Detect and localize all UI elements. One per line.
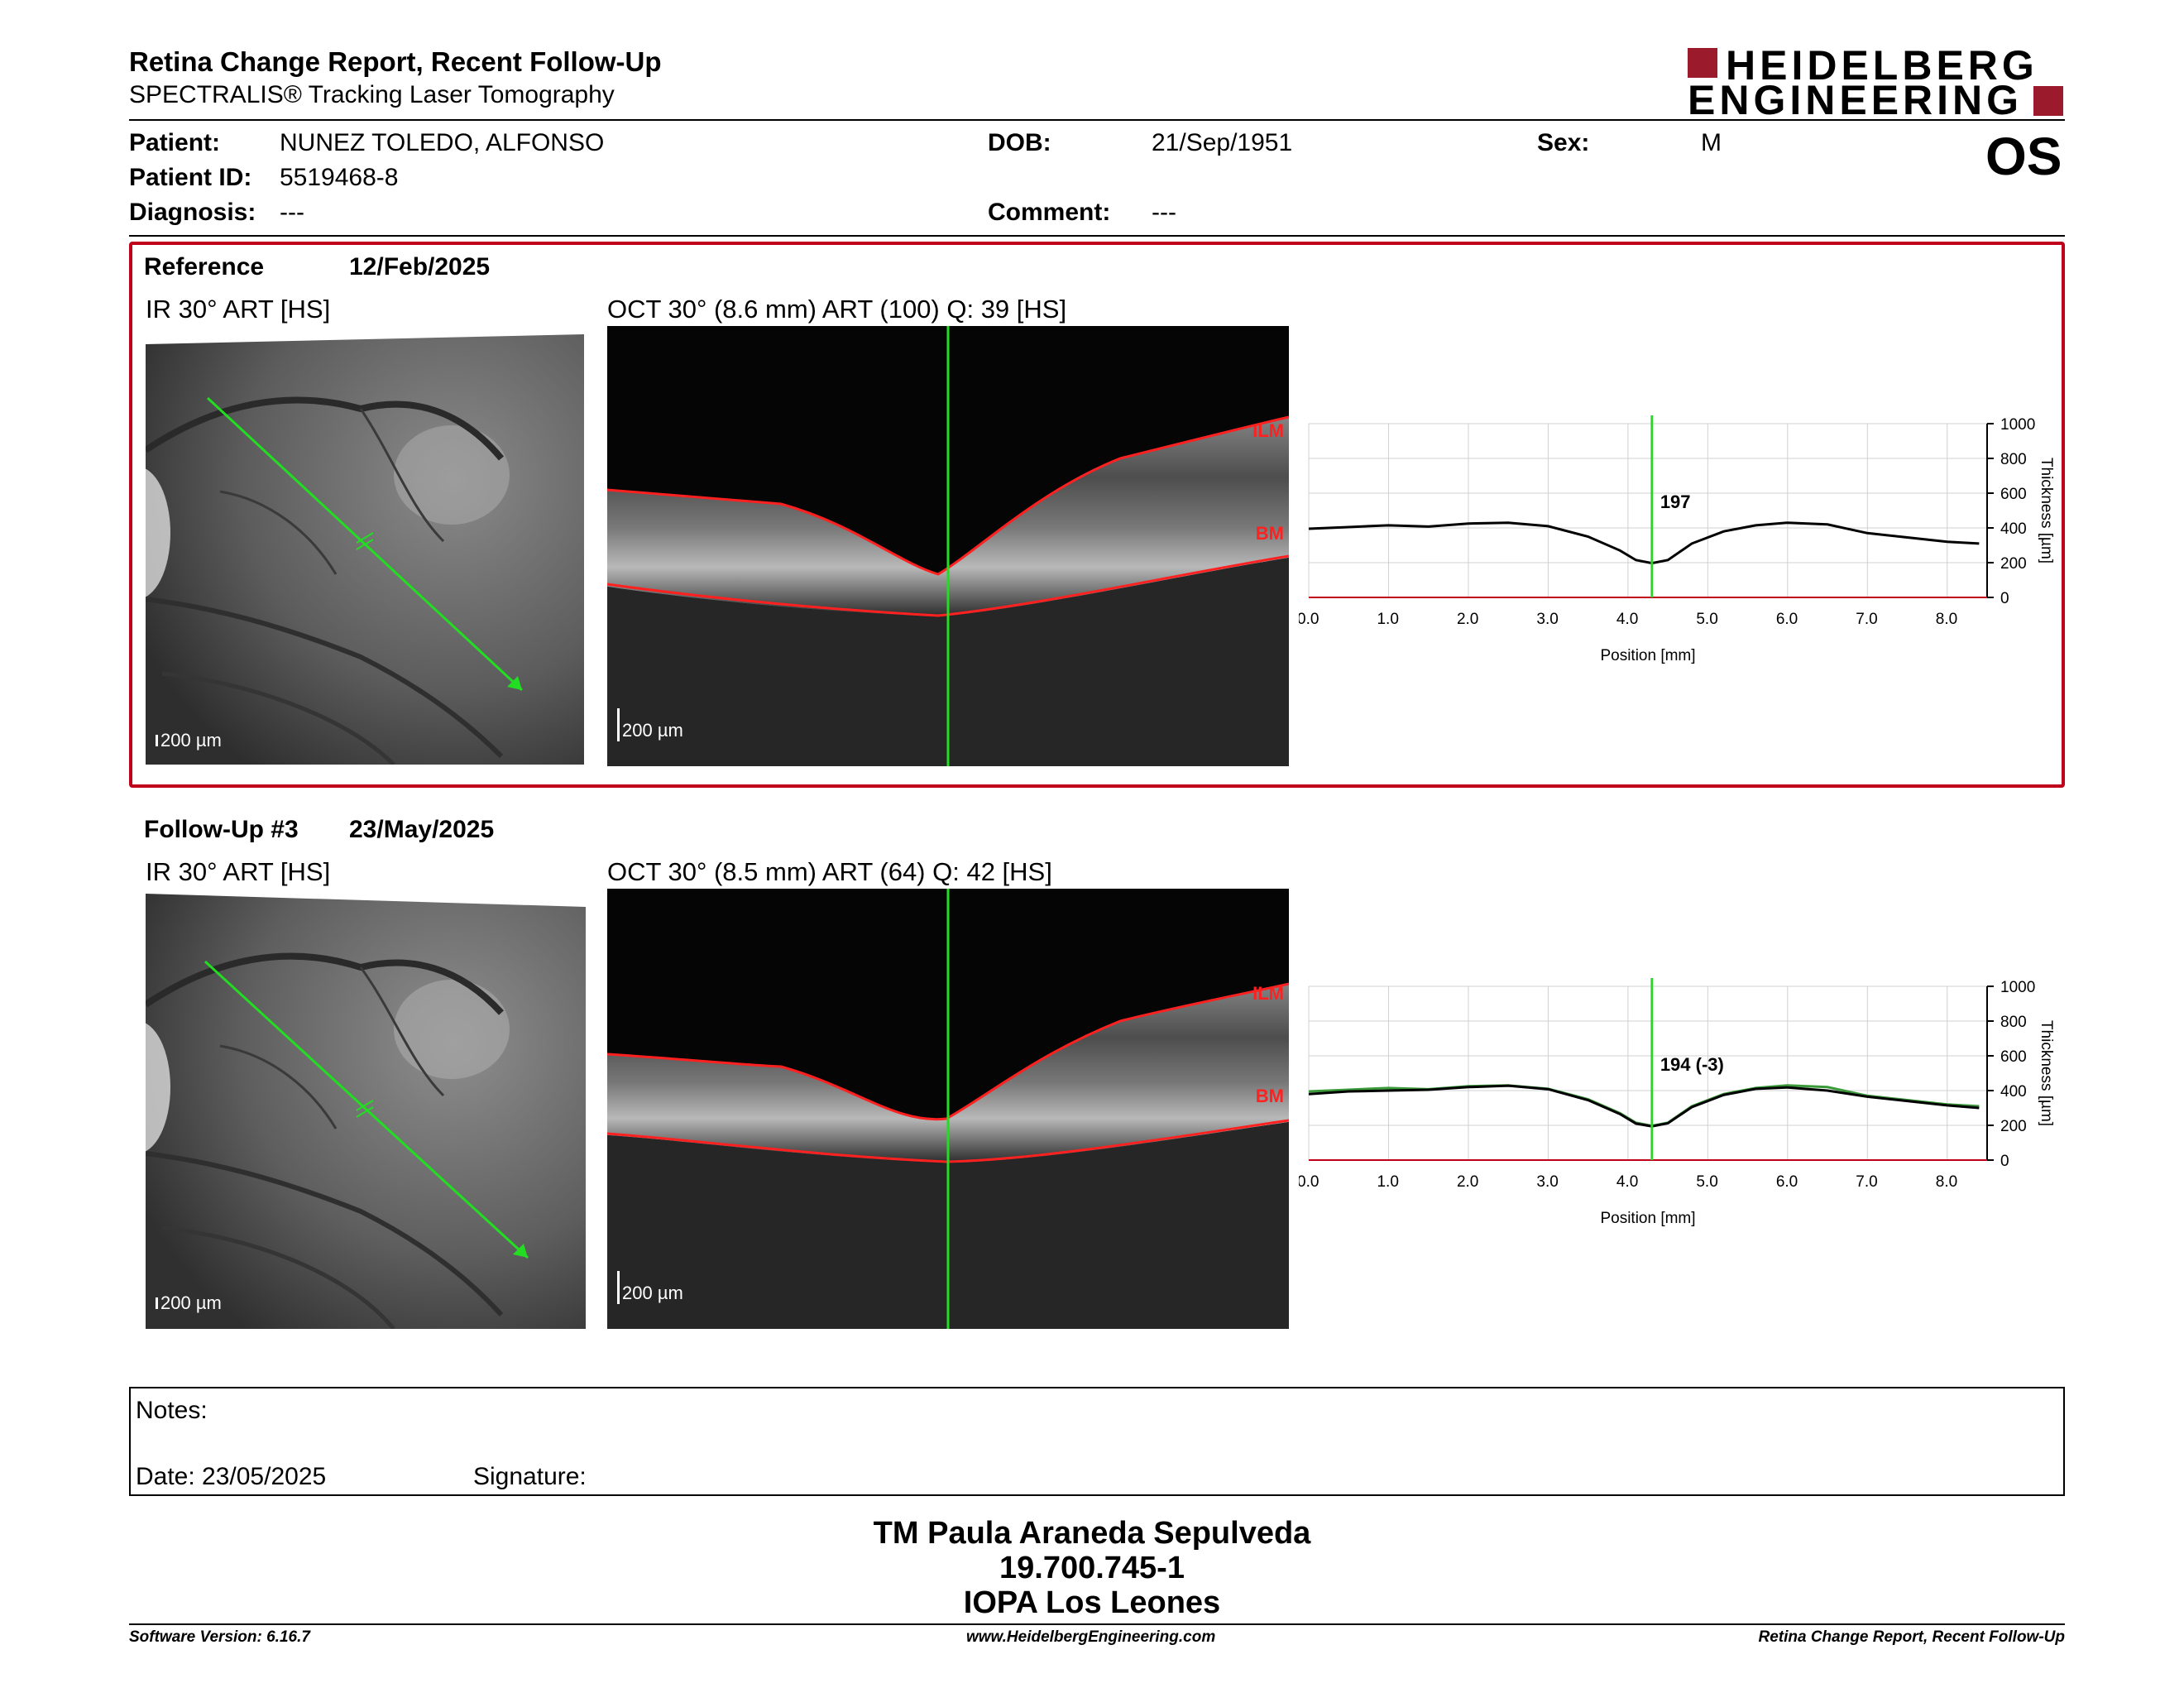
software-version: Software Version: 6.16.7 (129, 1628, 310, 1646)
reference-ir-title: IR 30° ART [HS] (146, 295, 331, 324)
followup-ir-image[interactable]: 200 µm (146, 889, 586, 1329)
y-tick-label: 1000 (2000, 979, 2035, 996)
followup-label: Follow-Up #3 (144, 816, 299, 843)
footer-report-name: Retina Change Report, Recent Follow-Up (1758, 1628, 2065, 1646)
y-tick-label: 800 (2000, 1014, 2027, 1031)
notes-box[interactable]: Notes: Date: 23/05/2025 Signature: (129, 1387, 2065, 1496)
x-tick-label: 6.0 (1776, 1173, 1798, 1191)
reference-ir-fundus (146, 326, 584, 765)
report-title: Retina Change Report, Recent Follow-Up (129, 46, 662, 77)
y-tick-label: 600 (2000, 1048, 2027, 1066)
signer-name: TM Paula Araneda Sepulveda (873, 1516, 1311, 1551)
report-subtitle: SPECTRALIS® Tracking Laser Tomography (129, 81, 615, 108)
x-tick-label: 0.0 (1299, 1173, 1319, 1191)
signer-id: 19.700.745-1 (999, 1551, 1185, 1585)
diagnosis-value: --- (280, 199, 304, 226)
x-tick-label: 6.0 (1776, 611, 1798, 628)
comment-label: Comment: (988, 199, 1111, 226)
reference-oct-title: OCT 30° (8.6 mm) ART (100) Q: 39 [HS] (607, 295, 1067, 324)
thickness-value-label: 194 (-3) (1660, 1054, 1724, 1075)
followup-ir-title: IR 30° ART [HS] (146, 857, 331, 886)
x-tick-label: 8.0 (1936, 1173, 1957, 1191)
followup-ilm-label: ILM (1252, 983, 1284, 1004)
x-tick-label: 5.0 (1696, 1173, 1717, 1191)
x-tick-label: 4.0 (1616, 611, 1638, 628)
x-tick-label: 2.0 (1457, 1173, 1478, 1191)
x-tick-label: 1.0 (1377, 611, 1398, 628)
y-tick-label: 0 (2000, 590, 2009, 607)
reference-ir-image[interactable]: 200 µm (146, 326, 584, 765)
logo-square-left (1688, 48, 1717, 78)
x-tick-label: 4.0 (1616, 1173, 1638, 1191)
x-tick-label: 3.0 (1536, 611, 1558, 628)
reference-bm-label: BM (1256, 523, 1284, 544)
reference-date: 12/Feb/2025 (349, 253, 491, 281)
reference-oct-bscan: ILM BM (607, 326, 1289, 766)
thickness-value-label: 197 (1660, 492, 1691, 512)
website-link[interactable]: www.HeidelbergEngineering.com (966, 1628, 1216, 1646)
sex-label: Sex: (1537, 129, 1590, 156)
followup-scan-line (204, 960, 529, 1259)
patient-label: Patient: (129, 129, 221, 156)
reference-highlight-box (129, 242, 2065, 788)
x-tick-label: 8.0 (1936, 611, 1957, 628)
followup-ir-fundus (146, 889, 586, 1329)
followup-oct-bscan: ILM BM (607, 889, 1289, 1329)
y-axis-label: Thickness [µm] (2038, 458, 2055, 563)
x-tick-label: 2.0 (1457, 611, 1478, 628)
x-tick-label: 7.0 (1856, 611, 1877, 628)
y-tick-label: 200 (2000, 1118, 2027, 1135)
thickness-series-0 (1308, 1084, 1980, 1128)
y-tick-label: 400 (2000, 1083, 2027, 1101)
footer-divider (129, 1623, 2065, 1625)
dob-label: DOB: (988, 129, 1051, 156)
y-tick-label: 400 (2000, 520, 2027, 538)
eye-indicator: OS (1985, 127, 2062, 186)
reference-ilm-label: ILM (1252, 420, 1284, 441)
reference-label: Reference (144, 253, 265, 281)
logo-square-right (2033, 86, 2063, 116)
dob-value: 21/Sep/1951 (1152, 129, 1293, 156)
x-axis-label: Position [mm] (1600, 647, 1695, 664)
reference-thickness-chart: 0 200 400 600 800 1000 0.0 1.0 2.0 3.0 4.0 5.0 6.0 7.… (1299, 415, 2055, 664)
followup-date: 23/May/2025 (349, 816, 495, 843)
x-axis-label: Position [mm] (1600, 1210, 1695, 1227)
x-tick-label: 1.0 (1377, 1173, 1398, 1191)
x-tick-label: 0.0 (1299, 611, 1319, 628)
y-tick-label: 600 (2000, 486, 2027, 503)
signature-label: Signature: (473, 1463, 587, 1490)
patient-id-label: Patient ID: (129, 164, 252, 191)
logo-line-2: ENGINEERING (1688, 77, 2024, 123)
y-tick-label: 0 (2000, 1153, 2009, 1170)
reference-ir-scale: 200 µm (156, 730, 222, 751)
sex-value: M (1701, 129, 1722, 156)
followup-oct-title: OCT 30° (8.5 mm) ART (64) Q: 42 [HS] (607, 857, 1052, 886)
x-tick-label: 5.0 (1696, 611, 1717, 628)
followup-bm-label: BM (1256, 1086, 1284, 1106)
followup-thickness-chart: 0 200 400 600 800 1000 0.0 1.0 2.0 3.0 4.0 5.0 6.0 7.… (1299, 978, 2055, 1227)
y-tick-label: 200 (2000, 555, 2027, 573)
header-divider (129, 119, 2065, 121)
thickness-series-0 (1308, 521, 1980, 565)
reference-oct-image[interactable]: ILM BM 200 µm (607, 326, 1289, 766)
x-tick-label: 7.0 (1856, 1173, 1877, 1191)
x-tick-label: 3.0 (1536, 1173, 1558, 1191)
y-axis-label: Thickness [µm] (2038, 1020, 2055, 1126)
y-tick-label: 1000 (2000, 416, 2035, 434)
signer-institution: IOPA Los Leones (963, 1585, 1221, 1620)
logo-line-1: HEIDELBERG (1726, 42, 2038, 89)
followup-ir-scale: 200 µm (156, 1292, 222, 1314)
followup-oct-scale: 200 µm (617, 1271, 683, 1304)
notes-date: Date: 23/05/2025 (136, 1463, 327, 1490)
comment-value: --- (1152, 199, 1176, 226)
patient-divider (129, 235, 2065, 237)
thickness-series-1 (1308, 1084, 1980, 1128)
notes-label: Notes: (136, 1397, 208, 1424)
reference-oct-scale: 200 µm (617, 708, 683, 741)
diagnosis-label: Diagnosis: (129, 199, 256, 226)
y-tick-label: 800 (2000, 451, 2027, 468)
patient-name: NUNEZ TOLEDO, ALFONSO (280, 129, 605, 156)
patient-id: 5519468-8 (280, 164, 399, 191)
followup-oct-image[interactable]: ILM BM 200 µm (607, 889, 1289, 1329)
